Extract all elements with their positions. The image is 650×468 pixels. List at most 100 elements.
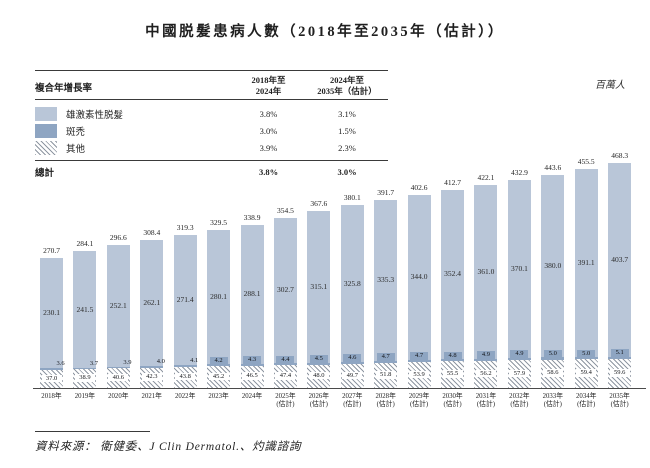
bar-value-androgenetic: 391.1 — [577, 258, 595, 268]
bar-value-androgenetic: 344.0 — [410, 272, 428, 282]
bar-value-androgenetic: 361.0 — [477, 266, 495, 276]
bar-segment-androgenetic — [374, 199, 398, 361]
bar-value-androgenetic: 302.7 — [277, 285, 294, 295]
cagr-value: 3.8% — [259, 108, 278, 119]
bar-segment-androgenetic — [240, 225, 264, 364]
bar-total-label: 443.6 — [544, 162, 562, 172]
bar-value-androgenetic: 288.1 — [243, 289, 261, 299]
bar-value-alopecia-areata: 3.7 — [89, 359, 99, 367]
cagr-total-value: 3.8% — [258, 167, 279, 177]
bar-total-label: 422.1 — [477, 173, 495, 183]
bar-segment-alopecia-areata — [73, 367, 97, 370]
bar-segment-alopecia-areata — [608, 356, 632, 360]
x-axis-label: 2025年 (估計) — [275, 393, 296, 408]
x-axis-label: 2022年 — [174, 393, 196, 400]
bar-total-label: 296.6 — [109, 233, 127, 243]
cagr-total-value: 3.0% — [337, 167, 357, 177]
table-row-others: 其他 3.9% 2.3% — [35, 139, 388, 156]
bar-total-label: 270.7 — [43, 245, 60, 255]
legend-swatch-others — [35, 140, 57, 155]
bar-value-others: 42.3 — [141, 373, 162, 381]
cagr-value: 3.0% — [259, 125, 278, 136]
x-axis-label: 2033年 (估計) — [542, 393, 563, 408]
cagr-col-2024-2035: 2024年至 2035年（估計） — [317, 75, 377, 96]
bar-segment-alopecia-areata — [441, 359, 465, 362]
bar-segment-androgenetic — [407, 194, 431, 360]
bar-segment-androgenetic — [273, 217, 297, 364]
bar-value-others: 46.5 — [242, 372, 263, 380]
bar-value-androgenetic: 315.1 — [310, 282, 328, 292]
bar-segment-alopecia-areata — [140, 365, 164, 368]
legend-swatch-androgenetic — [35, 106, 57, 121]
bar-value-androgenetic: 370.1 — [510, 263, 528, 273]
bar-value-others: 51.8 — [375, 371, 396, 379]
bar-segment-androgenetic — [608, 162, 632, 357]
bar-value-alopecia-areata: 5.0 — [577, 349, 596, 358]
legend-label-others: 其他 — [66, 144, 86, 155]
bar-value-androgenetic: 241.5 — [76, 304, 94, 314]
bar-value-androgenetic: 271.4 — [176, 294, 194, 304]
x-axis-label: 2023年 — [208, 393, 229, 400]
bar-segment-alopecia-areata — [407, 359, 431, 363]
bar-value-others: 45.2 — [208, 372, 229, 381]
bar-value-others: 59.4 — [576, 369, 597, 377]
bar-value-alopecia-areata: 5.0 — [543, 349, 562, 358]
bar-value-alopecia-areata: 4.8 — [443, 351, 462, 360]
cagr-value: 1.5% — [338, 125, 356, 136]
bar-segment-androgenetic — [173, 234, 197, 365]
bar-segment-alopecia-areata — [273, 363, 297, 366]
bar-segment-androgenetic — [73, 251, 97, 368]
bar-segment-androgenetic — [307, 211, 331, 363]
bar-value-alopecia-areata: 4.5 — [309, 355, 328, 363]
bar-total-label: 455.5 — [577, 157, 595, 167]
x-axis-label: 2018年 — [41, 393, 62, 400]
bar-value-androgenetic: 352.4 — [444, 269, 461, 279]
x-axis-label: 2026年 (估計) — [308, 393, 330, 408]
x-axis-label: 2032年 (估計) — [509, 393, 530, 408]
x-axis-label: 2020年 — [108, 393, 129, 400]
bar-segment-alopecia-areata — [474, 358, 498, 361]
x-axis-label: 2028年 (估計) — [375, 393, 396, 408]
bar-value-others: 49.7 — [342, 371, 363, 380]
x-axis-label: 2031年 (估計) — [475, 393, 497, 408]
bar-value-others: 40.6 — [108, 373, 129, 382]
bar-value-alopecia-areata: 5.1 — [610, 349, 629, 357]
x-axis-label: 2029年 (估計) — [408, 393, 430, 408]
bar-value-androgenetic: 335.3 — [377, 275, 395, 285]
x-axis-label: 2024年 — [241, 393, 263, 400]
source-note: 資料來源： 衛健委、J Clin Dermatol.、灼識諮詢 — [35, 441, 302, 453]
bar-segment-androgenetic — [340, 205, 364, 362]
bar-value-others: 37.0 — [41, 374, 62, 383]
bar-value-others: 48.0 — [308, 371, 329, 380]
bar-total-label: 338.9 — [243, 213, 261, 223]
x-axis-label: 2034年 (估計) — [576, 393, 597, 408]
bar-value-androgenetic: 403.7 — [611, 254, 629, 264]
bar-value-alopecia-areata: 4.9 — [476, 351, 495, 359]
bar-value-androgenetic: 252.1 — [109, 301, 127, 311]
bar-value-others: 38.9 — [74, 374, 95, 382]
bar-value-others: 59.6 — [609, 369, 630, 377]
bar-value-alopecia-areata: 4.6 — [343, 354, 362, 362]
x-axis-label: 2035年 (估計) — [609, 393, 630, 408]
bar-total-label: 308.4 — [143, 227, 161, 237]
bar-total-label: 319.3 — [176, 222, 194, 232]
bar-segment-alopecia-areata — [207, 364, 231, 367]
bar-total-label: 367.6 — [310, 199, 328, 209]
bar-segment-alopecia-areata — [240, 363, 264, 366]
cagr-value: 3.1% — [338, 108, 356, 119]
source-divider — [35, 431, 150, 432]
bar-value-alopecia-areata: 4.7 — [410, 352, 429, 360]
bar-value-androgenetic: 262.1 — [143, 297, 161, 307]
cagr-value: 2.3% — [338, 142, 356, 153]
table-row-total: 總計 3.8% 3.0% — [35, 161, 388, 183]
bar-value-others: 57.9 — [509, 369, 530, 378]
bar-value-others: 43.8 — [175, 372, 196, 381]
cagr-header-label: 複合年增長率 — [35, 84, 93, 94]
bar-value-alopecia-areata: 4.3 — [243, 356, 262, 364]
bar-segment-alopecia-areata — [374, 360, 398, 364]
bar-value-androgenetic: 280.1 — [210, 291, 228, 301]
bar-total-label: 412.7 — [444, 177, 461, 187]
bar-total-label: 354.5 — [277, 205, 294, 215]
bar-segment-androgenetic — [40, 257, 63, 369]
